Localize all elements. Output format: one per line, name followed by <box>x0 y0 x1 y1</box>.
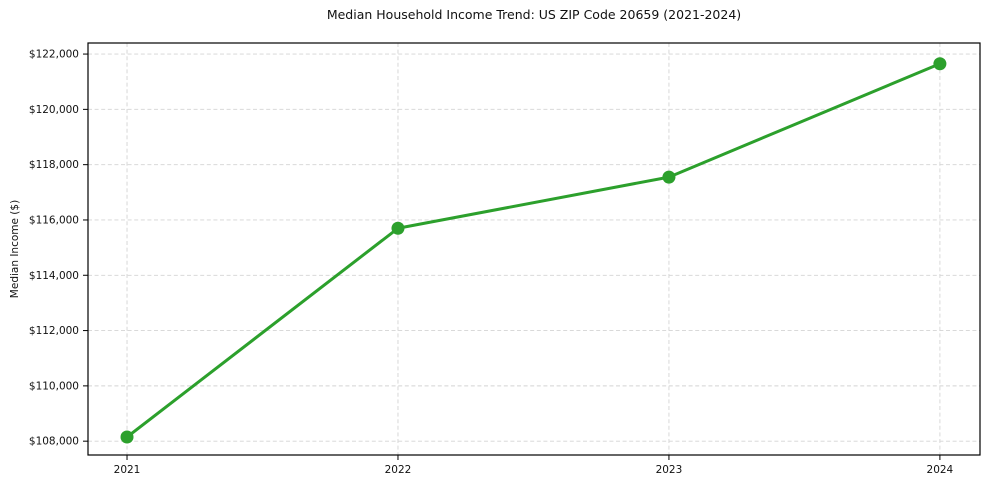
y-tick-label: $122,000 <box>29 49 79 61</box>
y-tick-label: $118,000 <box>29 159 79 171</box>
y-tick-label: $112,000 <box>29 325 79 337</box>
y-tick-label: $110,000 <box>29 380 79 392</box>
y-tick-label: $108,000 <box>29 436 79 448</box>
x-tick-label: 2022 <box>385 464 412 476</box>
x-tick-label: 2023 <box>656 464 683 476</box>
data-point <box>120 430 134 444</box>
x-tick-label: 2021 <box>114 464 141 476</box>
y-axis-label: Median Income ($) <box>9 199 21 299</box>
x-tick-label: 2024 <box>927 464 954 476</box>
plot-border <box>87 42 981 456</box>
y-tick-label: $116,000 <box>29 214 79 226</box>
data-point <box>391 221 405 235</box>
y-tick-label: $120,000 <box>29 104 79 116</box>
y-tick-label: $114,000 <box>29 270 79 282</box>
data-point <box>933 57 947 71</box>
chart-title: Median Household Income Trend: US ZIP Co… <box>326 7 742 22</box>
trend-line <box>125 62 942 439</box>
data-point <box>662 170 676 184</box>
